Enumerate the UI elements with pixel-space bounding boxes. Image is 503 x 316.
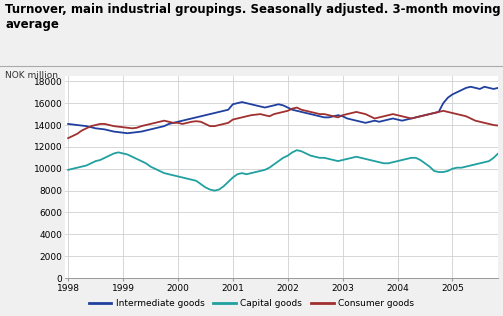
Intermediate goods <box>289 108 295 112</box>
Consumer goods <box>189 120 195 124</box>
Consumer goods <box>253 113 259 117</box>
Line: Intermediate goods: Intermediate goods <box>68 87 502 133</box>
Line: Capital goods: Capital goods <box>68 150 502 191</box>
Consumer goods <box>294 106 300 109</box>
Capital goods <box>189 178 195 182</box>
Capital goods <box>65 168 71 172</box>
Capital goods <box>499 148 503 152</box>
Text: NOK million: NOK million <box>5 71 58 80</box>
Capital goods <box>257 169 263 173</box>
Consumer goods <box>125 126 131 130</box>
Consumer goods <box>65 136 71 140</box>
Capital goods <box>472 162 478 166</box>
Intermediate goods <box>193 115 199 119</box>
Intermediate goods <box>468 85 474 89</box>
Intermediate goods <box>472 86 478 90</box>
Line: Consumer goods: Consumer goods <box>68 107 502 138</box>
Intermediate goods <box>129 131 135 135</box>
Intermediate goods <box>125 131 131 135</box>
Consumer goods <box>285 109 291 113</box>
Intermediate goods <box>257 105 263 108</box>
Capital goods <box>289 150 295 154</box>
Intermediate goods <box>303 111 309 115</box>
Consumer goods <box>499 124 503 128</box>
Text: Turnover, main industrial groupings. Seasonally adjusted. 3-month moving
average: Turnover, main industrial groupings. Sea… <box>5 3 500 31</box>
Capital goods <box>307 154 313 158</box>
Intermediate goods <box>65 122 71 126</box>
Consumer goods <box>303 109 309 113</box>
Capital goods <box>211 189 217 192</box>
Capital goods <box>294 148 300 152</box>
Intermediate goods <box>499 85 503 89</box>
Consumer goods <box>468 117 474 120</box>
Legend: Intermediate goods, Capital goods, Consumer goods: Intermediate goods, Capital goods, Consu… <box>85 295 418 312</box>
Capital goods <box>125 153 131 156</box>
